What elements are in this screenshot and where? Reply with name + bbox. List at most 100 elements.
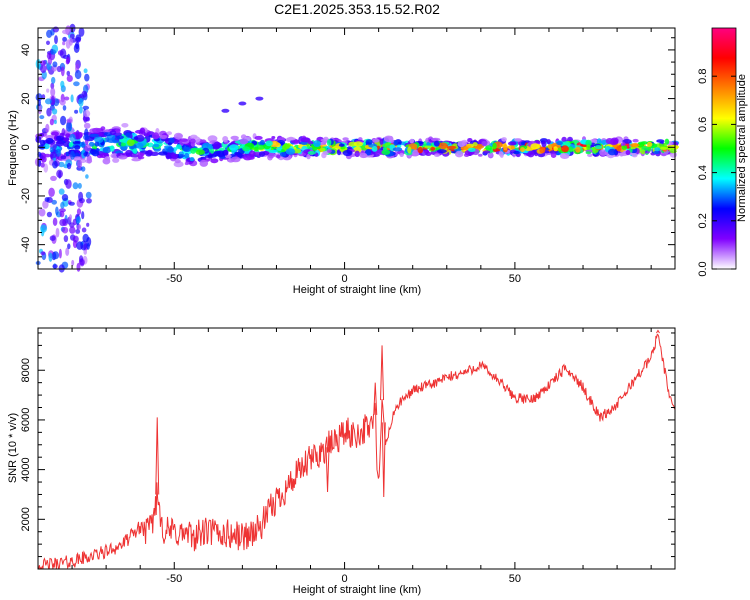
heatmap-cell xyxy=(40,60,46,66)
heatmap-cell xyxy=(210,158,219,164)
heatmap-cell xyxy=(61,128,66,138)
heatmap-cell xyxy=(514,138,522,142)
heatmap-cell xyxy=(498,151,504,157)
heatmap-cell xyxy=(61,194,69,201)
heatmap-cell xyxy=(125,149,133,156)
heatmap-cell xyxy=(92,127,101,133)
heatmap-cell xyxy=(78,191,84,202)
heatmap-cell xyxy=(608,148,616,156)
heatmap-cell xyxy=(65,179,72,189)
heatmap-cell xyxy=(46,88,50,93)
heatmap-cell xyxy=(238,101,247,106)
spectrogram-frame xyxy=(37,27,676,270)
heatmap-cell xyxy=(242,146,251,152)
heatmap-cell xyxy=(51,131,59,137)
heatmap-cell xyxy=(424,145,433,149)
snr-spike xyxy=(656,329,660,334)
heatmap-cell xyxy=(86,198,92,204)
heatmap-cell xyxy=(527,150,535,158)
colorbar-label: Normalized spectral amplitude xyxy=(736,74,748,222)
heatmap-cell xyxy=(38,208,46,217)
heatmap-cell xyxy=(256,144,266,150)
heatmap-cell xyxy=(43,153,52,158)
heatmap-cell xyxy=(109,145,115,152)
heatmap-cell xyxy=(75,129,80,140)
heatmap-cell xyxy=(116,135,124,140)
heatmap-cell xyxy=(52,160,58,169)
heatmap-cell xyxy=(167,142,172,146)
heatmap-cell xyxy=(51,76,56,84)
heatmap-cell xyxy=(513,150,520,155)
heatmap-cell xyxy=(561,145,569,153)
heatmap-cell xyxy=(72,140,82,145)
heatmap-cell xyxy=(254,135,263,140)
heatmap-cell xyxy=(279,152,287,157)
heatmap-cell xyxy=(86,243,90,250)
heatmap-cell xyxy=(136,142,144,149)
heatmap-cell xyxy=(249,150,256,158)
heatmap-cell xyxy=(285,148,296,155)
heatmap-cell xyxy=(52,108,58,115)
heatmap-cell xyxy=(60,201,65,209)
heatmap-cell xyxy=(73,81,80,87)
heatmap-cell xyxy=(102,146,112,154)
heatmap-cell xyxy=(621,145,628,150)
heatmap-cell xyxy=(78,27,85,37)
heatmap-cell xyxy=(425,151,432,156)
heatmap-cell xyxy=(166,131,172,136)
heatmap-cell xyxy=(75,229,81,234)
heatmap-cell xyxy=(223,150,229,156)
heatmap-cell xyxy=(49,118,55,126)
heatmap-cell xyxy=(69,214,72,221)
heatmap-cell xyxy=(50,95,56,106)
heatmap-cell xyxy=(359,152,368,159)
heatmap-cell xyxy=(539,138,548,143)
heatmap-cell xyxy=(653,150,660,154)
heatmap-cell xyxy=(392,147,403,152)
heatmap-cell xyxy=(481,140,488,147)
heatmap-cell xyxy=(59,210,65,218)
y-tick-label: 8000 xyxy=(20,358,32,382)
y-tick-label: 2000 xyxy=(20,507,32,531)
heatmap-cell xyxy=(60,66,65,77)
heatmap-cell xyxy=(433,140,440,147)
heatmap-cell xyxy=(323,136,329,142)
y-tick-label: -40 xyxy=(20,237,32,253)
heatmap-cell xyxy=(396,144,402,148)
heatmap-cell xyxy=(265,140,273,147)
heatmap-cell xyxy=(125,132,131,138)
heatmap-cell xyxy=(59,219,67,227)
snr-y-axis-title: SNR (10 * v/v) xyxy=(7,413,19,483)
heatmap-cell xyxy=(625,149,631,156)
heatmap-cell xyxy=(660,146,667,150)
heatmap-cell xyxy=(81,166,86,172)
heatmap-cell xyxy=(412,149,420,157)
heatmap-cell xyxy=(83,151,90,157)
heatmap-cell xyxy=(40,64,47,74)
heatmap-cell xyxy=(365,139,373,145)
snr-spike xyxy=(381,422,386,497)
heatmap-cell xyxy=(83,249,87,255)
heatmap-cell xyxy=(74,145,81,150)
heatmap-cell xyxy=(121,123,129,128)
heatmap-cell xyxy=(199,159,209,167)
heatmap-cell xyxy=(126,139,135,147)
heatmap-cell xyxy=(541,140,547,148)
heatmap-cell xyxy=(72,182,79,190)
heatmap-cell xyxy=(35,93,43,102)
spectrogram-axis-ticks: -50 0 50 -40 -20 0 20 40 xyxy=(20,28,675,285)
heatmap-cell xyxy=(636,142,645,148)
heatmap-cell xyxy=(50,49,57,55)
heatmap-cell xyxy=(184,161,189,166)
heatmap-cell xyxy=(208,145,214,150)
heatmap-cell xyxy=(174,159,181,164)
heatmap-cell xyxy=(259,139,265,147)
heatmap-cell xyxy=(175,144,182,150)
heatmap-cell xyxy=(195,149,205,155)
heatmap-cell xyxy=(119,145,128,150)
heatmap-cell xyxy=(596,138,602,145)
heatmap-cell xyxy=(39,115,45,120)
heatmap-cell xyxy=(55,206,59,216)
heatmap-cell xyxy=(268,149,278,154)
heatmap-cell xyxy=(66,56,71,64)
